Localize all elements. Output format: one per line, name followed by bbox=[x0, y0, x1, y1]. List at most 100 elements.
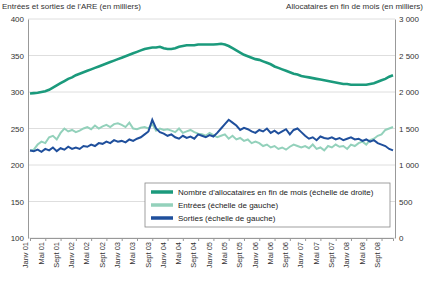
tick-mark bbox=[61, 238, 62, 241]
tick: Janv 05 bbox=[205, 238, 214, 268]
tick: 1 500 bbox=[395, 125, 420, 134]
tick-mark bbox=[259, 238, 260, 241]
tick: Janv 01 bbox=[21, 238, 30, 268]
tick-mark bbox=[366, 238, 367, 241]
tick-label: Mai 07 bbox=[312, 242, 321, 265]
grid-line bbox=[28, 92, 395, 93]
tick: 250 bbox=[11, 125, 28, 134]
tick: Mai 06 bbox=[266, 238, 275, 265]
tick: Sept 02 bbox=[98, 238, 107, 268]
tick: Sept 05 bbox=[235, 238, 244, 268]
tick-mark bbox=[183, 238, 184, 241]
tick: 500 bbox=[395, 198, 413, 207]
tick-mark bbox=[275, 238, 276, 241]
plot-area bbox=[30, 44, 393, 152]
tick-label: 2 500 bbox=[399, 52, 420, 61]
tick-label: Sept 02 bbox=[98, 242, 107, 268]
tick-label: Janv 01 bbox=[21, 242, 30, 268]
tick: Mai 05 bbox=[220, 238, 229, 265]
tick-mark bbox=[152, 238, 153, 241]
tick-label: 150 bbox=[11, 198, 25, 207]
y-axis-line bbox=[28, 20, 29, 239]
tick-label: 0 bbox=[399, 234, 404, 243]
tick: Sept 07 bbox=[327, 238, 336, 268]
tick-label: Mai 04 bbox=[174, 242, 183, 265]
grid-line bbox=[28, 55, 395, 56]
tick-label: 200 bbox=[11, 161, 25, 170]
tick: 400 bbox=[11, 15, 28, 24]
tick: Sept 06 bbox=[281, 238, 290, 268]
series-line bbox=[30, 44, 393, 94]
tick: 2 000 bbox=[395, 88, 420, 97]
tick-mark bbox=[290, 238, 291, 241]
y2-axis-line bbox=[395, 20, 396, 239]
tick-mark bbox=[213, 238, 214, 241]
legend-swatch bbox=[151, 203, 173, 207]
tick: Sept 01 bbox=[52, 238, 61, 268]
tick-label: Mai 06 bbox=[266, 242, 275, 265]
y2-axis-title: Allocataires en fin de mois (en milliers… bbox=[286, 2, 423, 11]
tick: Mai 07 bbox=[312, 238, 321, 265]
tick: 1 000 bbox=[395, 161, 420, 170]
tick-label: Janv 05 bbox=[205, 242, 214, 268]
tick: Mai 02 bbox=[82, 238, 91, 265]
series-line bbox=[30, 120, 393, 152]
tick: Mai 08 bbox=[358, 238, 367, 265]
tick: 0 bbox=[395, 234, 404, 243]
tick: Janv 04 bbox=[159, 238, 168, 268]
tick-label: Mai 03 bbox=[128, 242, 137, 265]
legend-box bbox=[145, 183, 390, 227]
tick-label: Janv 07 bbox=[296, 242, 305, 268]
tick-label: Sept 03 bbox=[144, 242, 153, 268]
tick-mark bbox=[336, 238, 337, 241]
tick-label: Janv 08 bbox=[342, 242, 351, 268]
legend-swatch bbox=[151, 216, 173, 220]
tick-mark bbox=[168, 238, 169, 241]
tick-label: 2 000 bbox=[399, 88, 420, 97]
tick-mark bbox=[137, 238, 138, 241]
tick-label: 1 000 bbox=[399, 161, 420, 170]
x-axis: Janv 01 Mai 01 Sept 01 Janv 02 Mai 02 Sept 02… bbox=[21, 238, 393, 268]
tick-mark bbox=[351, 238, 352, 241]
tick: Sept 04 bbox=[189, 238, 198, 268]
tick: Sept 03 bbox=[144, 238, 153, 268]
tick-label: Mai 01 bbox=[37, 242, 46, 265]
tick-mark bbox=[244, 238, 245, 241]
tick-mark bbox=[106, 238, 107, 241]
tick-label: 500 bbox=[399, 198, 413, 207]
tick-label: 250 bbox=[11, 125, 25, 134]
tick-label: Mai 08 bbox=[358, 242, 367, 265]
tick: Janv 02 bbox=[67, 238, 76, 268]
grid-line bbox=[28, 165, 395, 166]
tick-label: Janv 03 bbox=[113, 242, 122, 268]
tick-label: 400 bbox=[11, 15, 25, 24]
tick-label: 3 000 bbox=[399, 15, 420, 24]
tick-mark bbox=[91, 238, 92, 241]
tick: 350 bbox=[11, 52, 28, 61]
tick-label: Sept 01 bbox=[52, 242, 61, 268]
y-axis-title: Entrées et sorties de l'ARE (en milliers… bbox=[2, 2, 141, 11]
chart: 100 150 200 250 300 350 400 0 500 1 000 1 500 2 000… bbox=[0, 0, 425, 282]
tick: 2 500 bbox=[395, 52, 420, 61]
tick-label: Janv 04 bbox=[159, 242, 168, 268]
tick-mark bbox=[198, 238, 199, 241]
tick-label: 1 500 bbox=[399, 125, 420, 134]
tick: 3 000 bbox=[395, 15, 420, 24]
tick-mark bbox=[305, 238, 306, 241]
tick: Janv 03 bbox=[113, 238, 122, 268]
legend: Nombre d'allocataires en fin de mois (éc… bbox=[145, 183, 390, 227]
tick: 300 bbox=[11, 88, 28, 97]
tick: Janv 07 bbox=[296, 238, 305, 268]
tick-mark bbox=[45, 238, 46, 241]
tick-mark bbox=[30, 238, 31, 241]
tick: 100 bbox=[11, 234, 28, 243]
tick-label: Mai 02 bbox=[82, 242, 91, 265]
tick: Janv 06 bbox=[251, 238, 260, 268]
tick: Sept 08 bbox=[373, 238, 382, 268]
tick-label: Mai 05 bbox=[220, 242, 229, 265]
y2-axis: 0 500 1 000 1 500 2 000 2 500 3 000 bbox=[395, 15, 420, 243]
tick-label: 100 bbox=[11, 234, 25, 243]
tick-mark bbox=[76, 238, 77, 241]
tick-mark bbox=[229, 238, 230, 241]
tick: Mai 04 bbox=[174, 238, 183, 265]
